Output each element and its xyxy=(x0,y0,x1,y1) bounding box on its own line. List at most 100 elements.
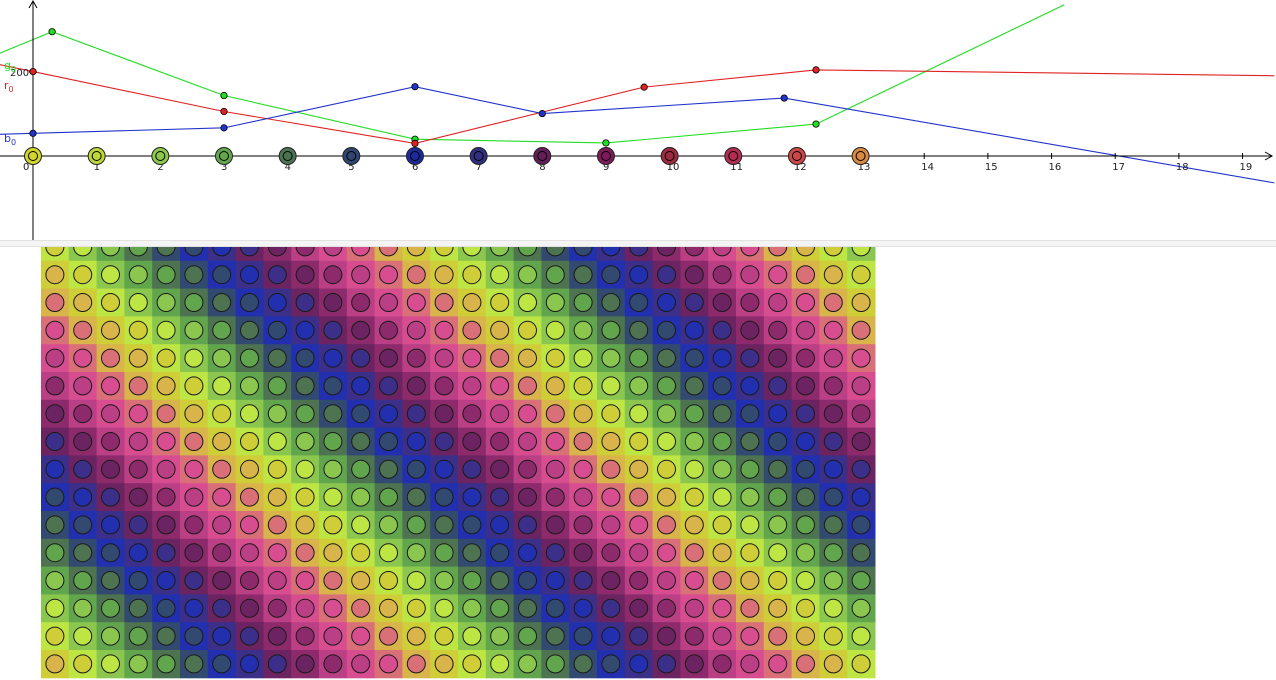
grid-dot[interactable] xyxy=(712,598,732,618)
grid-dot[interactable] xyxy=(684,293,704,312)
grid-dot[interactable] xyxy=(156,515,176,535)
grid-dot[interactable] xyxy=(184,487,204,507)
grid-dot[interactable] xyxy=(462,348,482,368)
grid-dot[interactable] xyxy=(295,265,315,285)
series-point-r[interactable] xyxy=(812,66,820,74)
grid-dot[interactable] xyxy=(601,404,621,424)
series-point-b[interactable] xyxy=(411,83,419,91)
grid-dot[interactable] xyxy=(45,487,65,507)
grid-dot[interactable] xyxy=(657,571,676,590)
grid-dot[interactable] xyxy=(601,348,621,368)
grid-dot[interactable] xyxy=(851,247,871,257)
grid-dot[interactable] xyxy=(490,487,510,507)
grid-dot[interactable] xyxy=(712,293,732,312)
grid-dot[interactable] xyxy=(73,376,93,396)
grid-dot[interactable] xyxy=(796,515,815,535)
grid-dot[interactable] xyxy=(657,598,676,618)
grid-dot[interactable] xyxy=(545,515,565,535)
grid-dot[interactable] xyxy=(323,571,343,590)
grid-dot[interactable] xyxy=(212,293,232,312)
color-swatch-point[interactable] xyxy=(533,147,552,165)
grid-dot[interactable] xyxy=(851,626,871,646)
grid-dot[interactable] xyxy=(573,247,593,257)
grid-dot[interactable] xyxy=(267,515,287,535)
grid-dot[interactable] xyxy=(128,487,148,507)
grid-dot[interactable] xyxy=(351,247,371,257)
grid-dot[interactable] xyxy=(462,543,482,563)
grid-dot[interactable] xyxy=(796,247,815,257)
grid-dot[interactable] xyxy=(629,571,649,590)
grid-dot[interactable] xyxy=(240,654,259,674)
grid-dot[interactable] xyxy=(434,515,454,535)
series-point-g[interactable] xyxy=(602,139,610,147)
grid-dot[interactable] xyxy=(323,348,343,368)
grid-dot[interactable] xyxy=(573,626,593,646)
grid-dot[interactable] xyxy=(462,598,482,618)
grid-dot[interactable] xyxy=(768,571,788,590)
grid-dot[interactable] xyxy=(796,376,815,396)
grid-dot[interactable] xyxy=(823,626,843,646)
grid-dot[interactable] xyxy=(796,404,815,424)
grid-dot[interactable] xyxy=(657,404,676,424)
grid-dot[interactable] xyxy=(212,626,232,646)
grid-dot[interactable] xyxy=(267,543,287,563)
grid-dot[interactable] xyxy=(184,598,204,618)
grid-dot[interactable] xyxy=(490,598,510,618)
grid-dot[interactable] xyxy=(351,515,371,535)
grid-dot[interactable] xyxy=(351,404,371,424)
grid-dot[interactable] xyxy=(379,598,398,618)
series-point-b[interactable] xyxy=(220,124,228,132)
grid-dot[interactable] xyxy=(156,598,176,618)
color-swatch-point[interactable] xyxy=(596,147,615,165)
grid-dot[interactable] xyxy=(490,654,510,674)
color-swatch-point[interactable] xyxy=(660,147,679,165)
grid-dot[interactable] xyxy=(518,320,537,340)
grid-dot[interactable] xyxy=(267,247,287,257)
grid-dot[interactable] xyxy=(323,543,343,563)
grid-dot[interactable] xyxy=(73,487,93,507)
grid-dot[interactable] xyxy=(768,404,788,424)
grid-dot[interactable] xyxy=(740,626,760,646)
grid-dot[interactable] xyxy=(240,376,259,396)
series-point-r[interactable] xyxy=(29,67,37,76)
grid-dot[interactable] xyxy=(851,571,871,590)
grid-dot[interactable] xyxy=(73,571,93,590)
grid-dot[interactable] xyxy=(434,543,454,563)
series-point-b[interactable] xyxy=(538,109,546,118)
grid-dot[interactable] xyxy=(657,265,676,285)
grid-dot[interactable] xyxy=(406,348,426,368)
grid-dot[interactable] xyxy=(434,320,454,340)
grid-dot[interactable] xyxy=(601,626,621,646)
grid-dot[interactable] xyxy=(684,543,704,563)
grid-dot[interactable] xyxy=(323,265,343,285)
grid-dot[interactable] xyxy=(406,432,426,451)
grid-dot[interactable] xyxy=(740,265,760,285)
grid-dot[interactable] xyxy=(601,543,621,563)
grid-dot[interactable] xyxy=(657,247,676,257)
grid-dot[interactable] xyxy=(796,459,815,479)
grid-dot[interactable] xyxy=(851,376,871,396)
grid-dot[interactable] xyxy=(73,320,93,340)
grid-dot[interactable] xyxy=(379,487,398,507)
grid-dot[interactable] xyxy=(545,626,565,646)
grid-dot[interactable] xyxy=(545,247,565,257)
grid-dot[interactable] xyxy=(184,320,204,340)
grid-dot[interactable] xyxy=(351,432,371,451)
grid-dot[interactable] xyxy=(267,487,287,507)
grid-dot[interactable] xyxy=(73,265,93,285)
grid-dot[interactable] xyxy=(796,598,815,618)
grid-dot[interactable] xyxy=(379,376,398,396)
grid-dot[interactable] xyxy=(406,487,426,507)
grid-dot[interactable] xyxy=(351,654,371,674)
grid-dot[interactable] xyxy=(240,487,259,507)
grid-dot[interactable] xyxy=(434,598,454,618)
grid-dot[interactable] xyxy=(295,515,315,535)
grid-dot[interactable] xyxy=(462,404,482,424)
series-point-r[interactable] xyxy=(640,83,648,91)
color-swatch-point[interactable] xyxy=(278,147,297,165)
grid-dot[interactable] xyxy=(851,598,871,618)
grid-dot[interactable] xyxy=(684,515,704,535)
grid-dot[interactable] xyxy=(796,265,815,285)
grid-dot[interactable] xyxy=(156,293,176,312)
grid-dot[interactable] xyxy=(518,487,537,507)
